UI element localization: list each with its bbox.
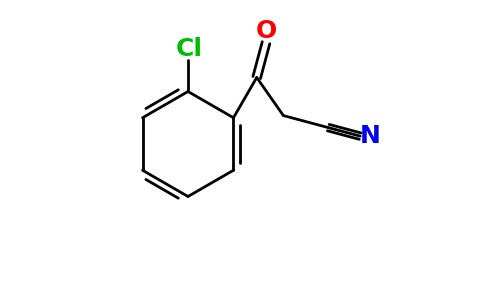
Text: O: O [256, 19, 277, 43]
Text: Cl: Cl [176, 38, 203, 62]
Text: N: N [360, 124, 380, 148]
